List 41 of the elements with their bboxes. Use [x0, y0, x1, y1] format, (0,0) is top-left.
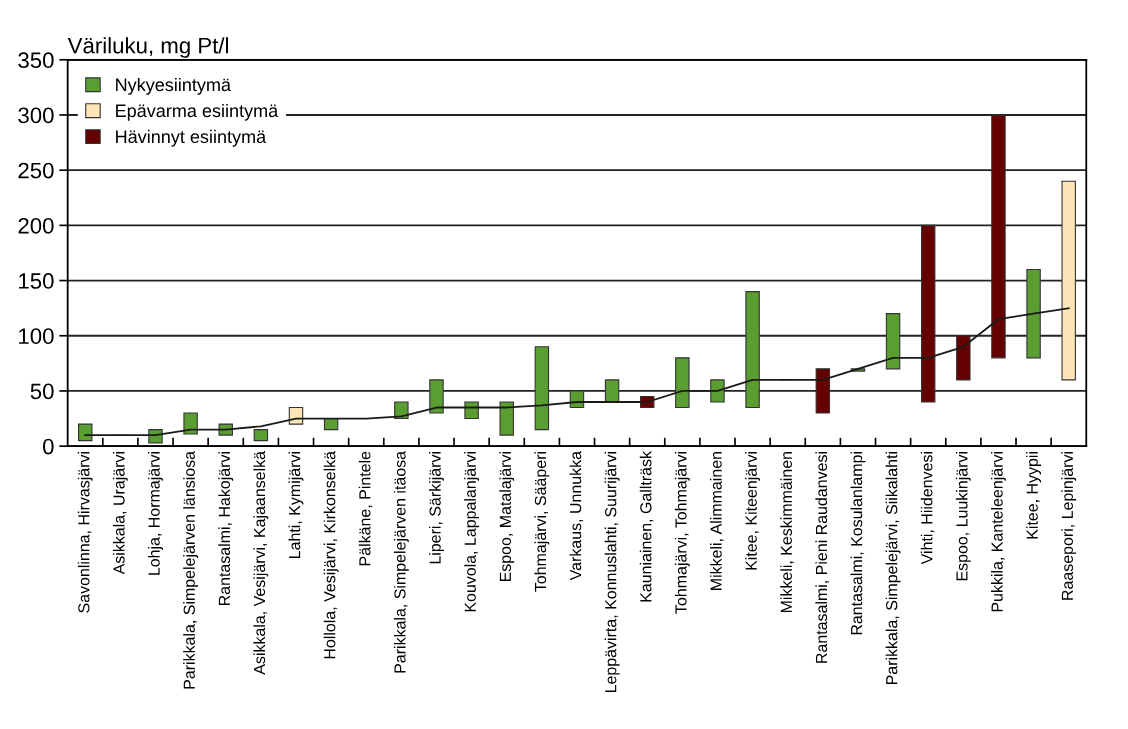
x-tick-label: Parikkala, Simpelejärven länsiosa [183, 451, 199, 689]
x-tick-label: Rantasalmi, Kosulanlampi [850, 452, 866, 635]
x-tick-label: Parikkala, Simpelejärvi, Siikalahti [885, 452, 901, 685]
y-tick-label: 300 [18, 107, 54, 124]
x-tick-label: Vihti, Hiidenvesi [920, 452, 935, 565]
y-tick-label: 150 [19, 273, 54, 289]
y-tick-label: 0 [43, 438, 54, 455]
y-tick-label: 100 [19, 328, 54, 345]
x-tick-label: Hollola, Vesijärvi, Kirkonselkä [323, 451, 339, 659]
x-tick-label: Tohmajärvi, Tohmajärvi [674, 452, 690, 614]
x-tick-label: Liperi, Särkijärvi [429, 452, 444, 564]
x-tick-label: Kouvola, Lappalanjärvi [464, 452, 480, 612]
x-tick-label: Asikkala, Urajärvi [112, 452, 128, 575]
x-tick-label: Lohja, Hormajärvi [148, 452, 163, 575]
x-tick-label: Kitee, Kiteenjärvi [745, 452, 761, 570]
x-tick-label: Mikkeli, Keskimmäinen [780, 452, 794, 613]
x-tick-label: Espoo, Luukinjärvi [955, 452, 971, 581]
x-tick-label: Varkaus, Unnukka [569, 451, 584, 581]
y-tick-label: 250 [18, 162, 54, 179]
x-tick-label: Rantasalmi, Hakojärvi [218, 452, 234, 606]
x-tick-label: Espoo, Matalajärvi [499, 452, 515, 582]
y-axis-title: Väriluku, mg Pt/l [67, 37, 228, 58]
legend-label: Hävinnyt esiintymä [116, 129, 267, 147]
x-tick-label: Mikkeli, Alimmainen [710, 452, 724, 590]
x-tick-label: Asikkala, Vesijärvi, Kajaanselkä [253, 451, 269, 675]
y-tick-label: 200 [18, 217, 54, 234]
y-tick-label: 50 [30, 383, 54, 400]
x-tick-label: Kauniainen, Gallträsk [639, 450, 654, 602]
x-tick-label: Rantasalmi, Pieni Raudanvesi [815, 452, 830, 663]
x-tick-label: Tohmajärvi, Sääperi [534, 452, 550, 592]
legend-label: Epävarma esiintymä [116, 103, 279, 121]
x-tick-label: Leppävirta, Konnuslahti, Suurijärvi [604, 452, 620, 693]
x-tick-label: Kitee, Hyypii [1026, 452, 1042, 539]
x-tick-label: Savonlinna, Hirvasjärvi [77, 452, 93, 613]
x-tick-label: Raasepori, Lepinjärvi [1061, 452, 1077, 600]
y-tick-label: 350 [18, 52, 54, 69]
x-tick-label: Pukkila, Kanteleenjärvi [991, 452, 1006, 612]
legend-label: Nykyesiintymä [116, 77, 232, 95]
x-tick-label: Pälkäne, Pintele [358, 451, 373, 566]
x-tick-label: Parikkala, Simpelejärven itäosa [393, 451, 409, 673]
x-tick-label: Lahti, Kymijärvi [288, 452, 304, 558]
